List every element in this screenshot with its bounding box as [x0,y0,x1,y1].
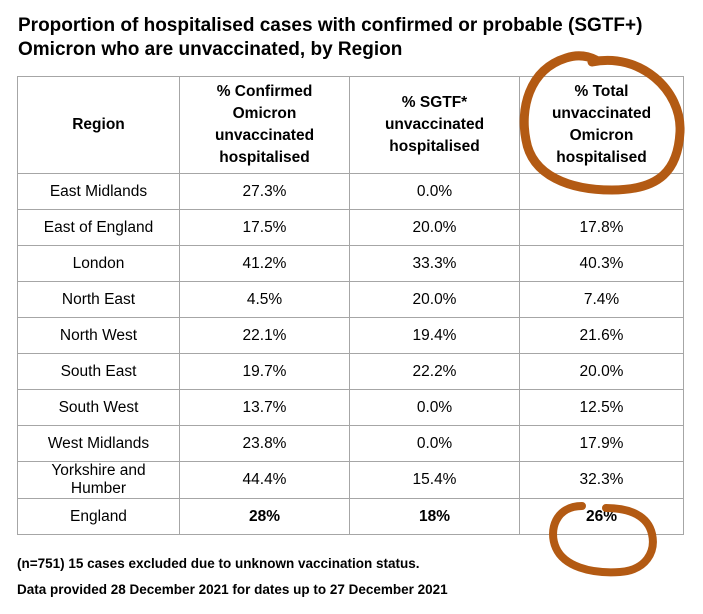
confirmed-cell: 28% [179,498,350,535]
table-row: South East 19.7% 22.2% 20.0% [17,353,684,390]
region-cell: East Midlands [17,173,180,210]
header-total-label: % Total unvaccinated Omicron hospitalise… [551,83,652,166]
confirmed-cell: 13.7% [179,389,350,426]
total-cell: 32.3% [519,461,684,499]
header-confirmed-label: % Confirmed Omicron unvaccinated hospita… [214,83,315,166]
sgtf-cell: 15.4% [349,461,520,499]
sgtf-cell: 0.0% [349,425,520,462]
header-total: % Total unvaccinated Omicron hospitalise… [519,76,684,174]
region-cell: England [17,498,180,535]
region-cell: North West [17,317,180,354]
header-sgtf-label: % SGTF* unvaccinated hospitalised [384,94,485,155]
total-cell: 12.5% [519,389,684,426]
region-cell: North East [17,281,180,318]
total-cell [519,173,684,210]
england-row: England 28% 18% 26% [17,498,684,535]
table-row: West Midlands 23.8% 0.0% 17.9% [17,425,684,462]
confirmed-cell: 41.2% [179,245,350,282]
data-table: Region % Confirmed Omicron unvaccinated … [17,76,684,535]
table-row: London 41.2% 33.3% 40.3% [17,245,684,282]
footnotes: (n=751) 15 cases excluded due to unknown… [17,551,448,603]
confirmed-cell: 19.7% [179,353,350,390]
region-cell: South East [17,353,180,390]
table-row: South West 13.7% 0.0% 12.5% [17,389,684,426]
header-sgtf: % SGTF* unvaccinated hospitalised [349,76,520,174]
footnote-sample-size: (n=751) 15 cases excluded due to unknown… [17,556,420,571]
region-cell: London [17,245,180,282]
region-cell: East of England [17,209,180,246]
confirmed-cell: 27.3% [179,173,350,210]
sgtf-cell: 33.3% [349,245,520,282]
confirmed-cell: 4.5% [179,281,350,318]
sgtf-cell: 0.0% [349,389,520,426]
confirmed-cell: 17.5% [179,209,350,246]
table-row: North West 22.1% 19.4% 21.6% [17,317,684,354]
sgtf-cell: 19.4% [349,317,520,354]
total-cell: 21.6% [519,317,684,354]
confirmed-cell: 22.1% [179,317,350,354]
table-row: Yorkshire and Humber 44.4% 15.4% 32.3% [17,461,684,499]
sgtf-cell: 18% [349,498,520,535]
region-cell: West Midlands [17,425,180,462]
footnote-data-date: Data provided 28 December 2021 for dates… [17,582,448,597]
total-cell: 17.9% [519,425,684,462]
total-cell: 40.3% [519,245,684,282]
header-region: Region [17,76,180,174]
region-cell: Yorkshire and Humber [17,461,180,499]
total-cell: 7.4% [519,281,684,318]
header-row: Region % Confirmed Omicron unvaccinated … [17,76,684,174]
total-cell: 20.0% [519,353,684,390]
sgtf-cell: 20.0% [349,209,520,246]
region-cell: South West [17,389,180,426]
header-confirmed: % Confirmed Omicron unvaccinated hospita… [179,76,350,174]
sgtf-cell: 20.0% [349,281,520,318]
region-label: Yorkshire and Humber [51,462,146,497]
total-cell: 17.8% [519,209,684,246]
sgtf-cell: 22.2% [349,353,520,390]
confirmed-cell: 23.8% [179,425,350,462]
confirmed-cell: 44.4% [179,461,350,499]
sgtf-cell: 0.0% [349,173,520,210]
table-row: East of England 17.5% 20.0% 17.8% [17,209,684,246]
total-cell: 26% [519,498,684,535]
page-title: Proportion of hospitalised cases with co… [18,15,643,60]
table-row: North East 4.5% 20.0% 7.4% [17,281,684,318]
table-row: East Midlands 27.3% 0.0% [17,173,684,210]
